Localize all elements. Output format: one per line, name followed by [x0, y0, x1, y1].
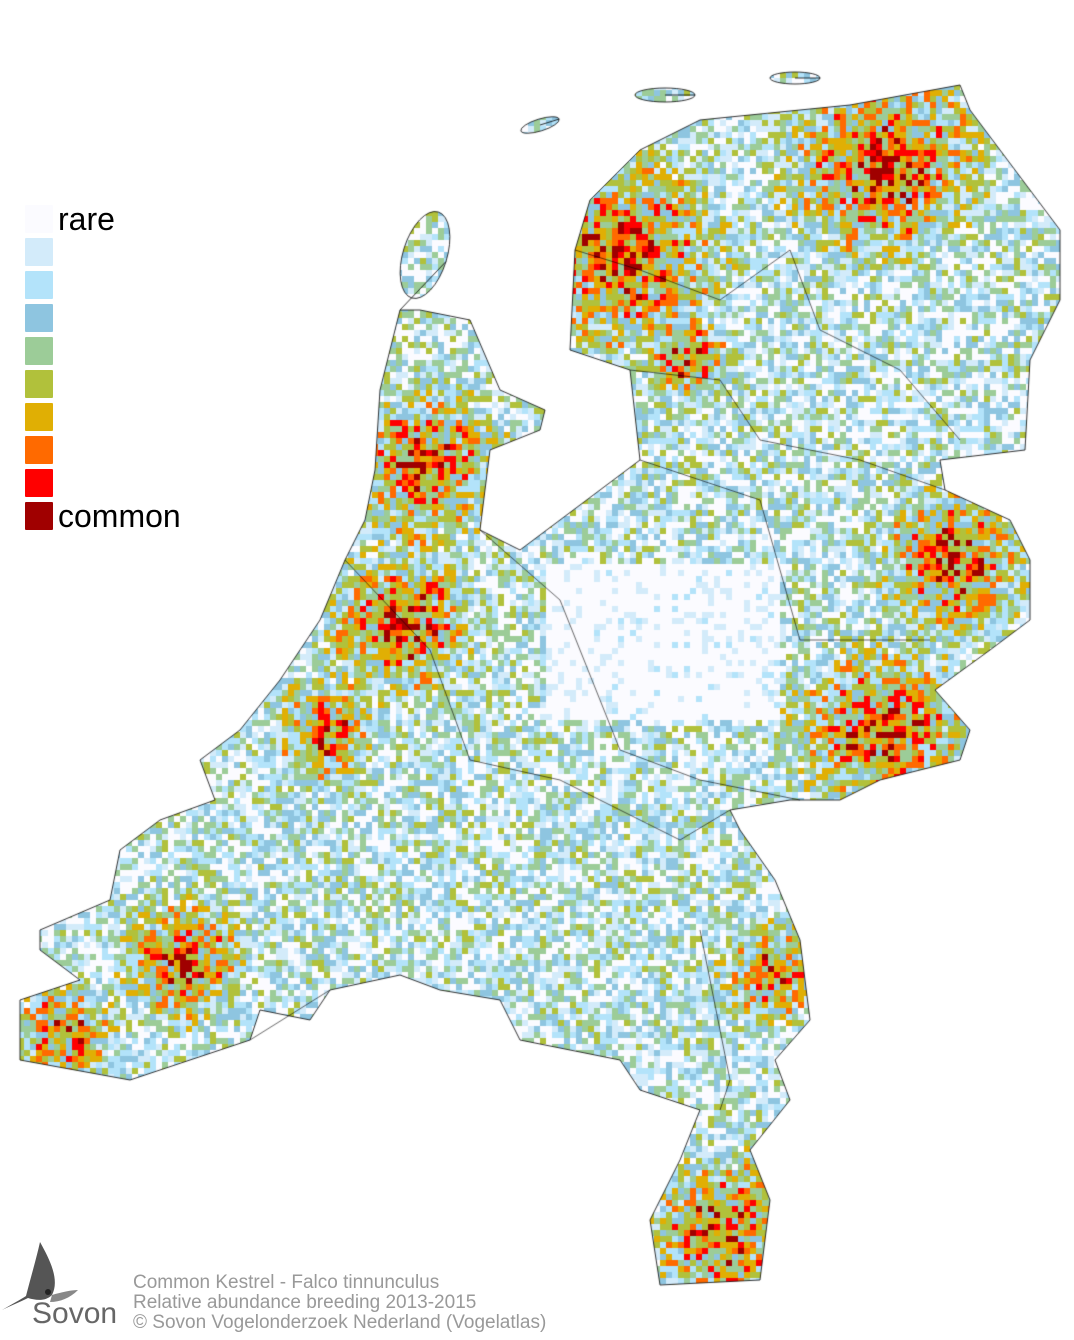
caption-description: Relative abundance breeding 2013-2015: [133, 1292, 477, 1313]
legend-swatch: [25, 403, 53, 431]
legend-swatch: [25, 436, 53, 464]
legend-swatch: [25, 238, 53, 266]
legend-swatch: [25, 370, 53, 398]
caption-copyright: © Sovon Vogelonderzoek Nederland (Vogela…: [133, 1312, 547, 1333]
legend-label-common: common: [58, 498, 181, 534]
legend-swatch: [25, 304, 53, 332]
legend-swatch: [25, 469, 53, 497]
legend-swatch: [25, 205, 53, 233]
sovon-logo-text: Sovon: [32, 1297, 118, 1330]
caption: Common Kestrel - Falco tinnunculus Relat…: [133, 1273, 546, 1333]
legend-swatch: [25, 502, 53, 530]
legend-swatch: [25, 271, 53, 299]
legend-label-rare: rare: [58, 201, 115, 237]
caption-species: Common Kestrel - Falco tinnunculus: [133, 1272, 440, 1293]
swallow-icon: [2, 1242, 78, 1310]
legend-swatch: [25, 337, 53, 365]
